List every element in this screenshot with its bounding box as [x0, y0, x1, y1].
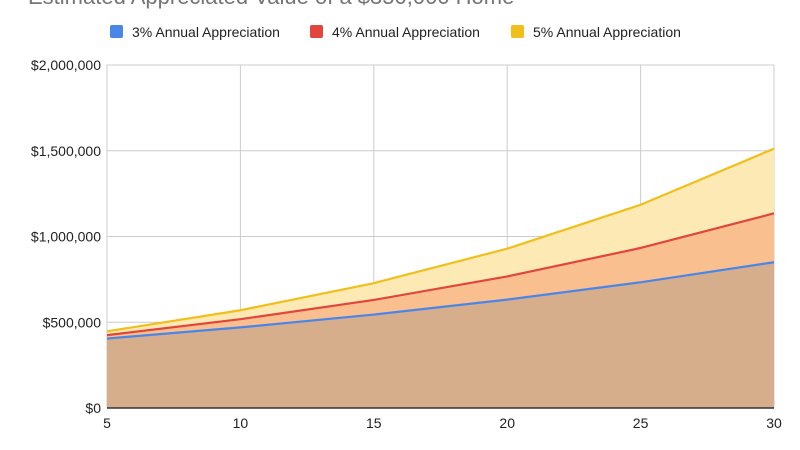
legend-item[interactable]: 3% Annual Appreciation [110, 24, 280, 40]
x-axis-tick-labels: 5 10 15 20 25 30 [103, 415, 782, 431]
x-tick-label: 5 [103, 415, 111, 431]
x-tick-label: 25 [633, 415, 649, 431]
area-fill-series-1 [107, 262, 774, 408]
y-tick-label: $2,000,000 [31, 57, 101, 73]
series-lines [106, 147, 775, 340]
legend-swatch [110, 25, 123, 38]
y-tick-label: $1,500,000 [31, 143, 101, 159]
y-axis-tick-labels: $0 $500,000 $1,000,000 $1,500,000 $2,000,000 [31, 57, 101, 416]
legend-item[interactable]: 4% Annual Appreciation [310, 24, 480, 40]
legend-label: 3% Annual Appreciation [132, 24, 280, 40]
legend: 3% Annual Appreciation 4% Annual Apprecia… [110, 24, 681, 40]
legend-swatch [310, 25, 323, 38]
y-tick-label: $1,000,000 [31, 229, 101, 245]
y-tick-label: $500,000 [43, 314, 102, 330]
series-line-2 [106, 212, 775, 337]
x-tick-label: 20 [499, 415, 515, 431]
series-line-1 [106, 261, 775, 340]
legend-item[interactable]: 5% Annual Appreciation [511, 24, 681, 40]
y-tick-label: $0 [85, 400, 101, 416]
x-tick-label: 30 [766, 415, 782, 431]
area-fills [107, 148, 774, 408]
x-tick-label: 15 [366, 415, 382, 431]
x-tick-label: 10 [233, 415, 249, 431]
legend-swatch [511, 25, 524, 38]
series-line-3 [106, 147, 775, 333]
legend-label: 5% Annual Appreciation [533, 24, 681, 40]
chart-title: Estimated Appreciated Value of a $350,00… [28, 0, 514, 9]
legend-label: 4% Annual Appreciation [332, 24, 480, 40]
